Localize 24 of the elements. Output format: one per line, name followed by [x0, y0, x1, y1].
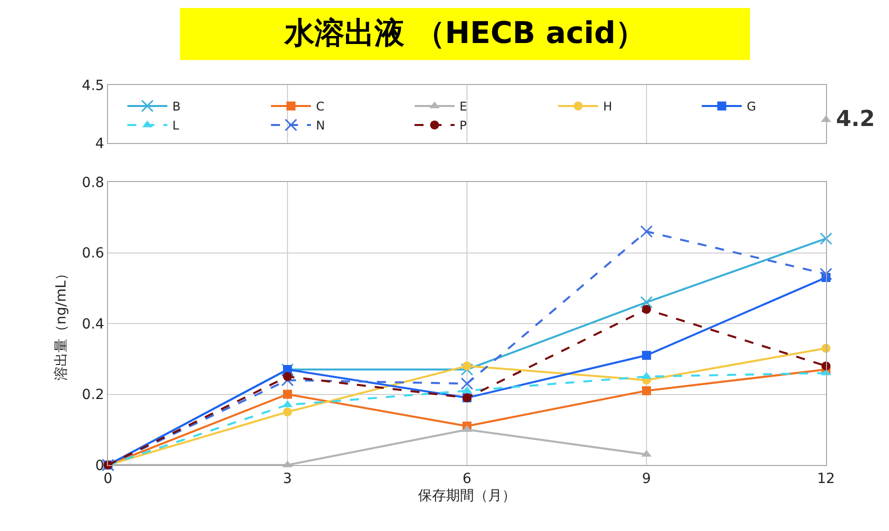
- y-tick-label: 0.8: [82, 174, 104, 191]
- y-tick-label: 0.4: [82, 316, 104, 332]
- x-tick-label: 9: [642, 470, 651, 487]
- title-box: 水溶出液 （HECB acid）: [180, 8, 750, 60]
- x-tick-label: 6: [462, 470, 472, 487]
- y-axis-title: 溶出量（ng/mL）: [54, 266, 70, 380]
- legend-label: E: [460, 100, 468, 114]
- legend-label: N: [316, 118, 325, 133]
- x-tick-label: 12: [817, 470, 835, 487]
- legend-label: P: [460, 118, 467, 133]
- y-tick-label: 0: [95, 458, 104, 474]
- x-axis-title: 保存期間（月）: [418, 488, 516, 504]
- y-tick-label: 4.5: [82, 78, 104, 94]
- chart-title: 水溶出液 （HECB acid）: [284, 16, 646, 51]
- y-tick-label: 4: [95, 136, 104, 152]
- legend-label: B: [172, 100, 181, 114]
- y-tick-label: 0.6: [82, 246, 104, 262]
- legend-label: H: [603, 100, 612, 114]
- legend-label: C: [316, 100, 324, 114]
- annotation: 4.2: [836, 107, 875, 132]
- legend-label: G: [746, 100, 756, 114]
- legend-label: L: [172, 118, 180, 133]
- x-tick-label: 3: [283, 470, 292, 487]
- y-tick-label: 0.2: [82, 387, 104, 404]
